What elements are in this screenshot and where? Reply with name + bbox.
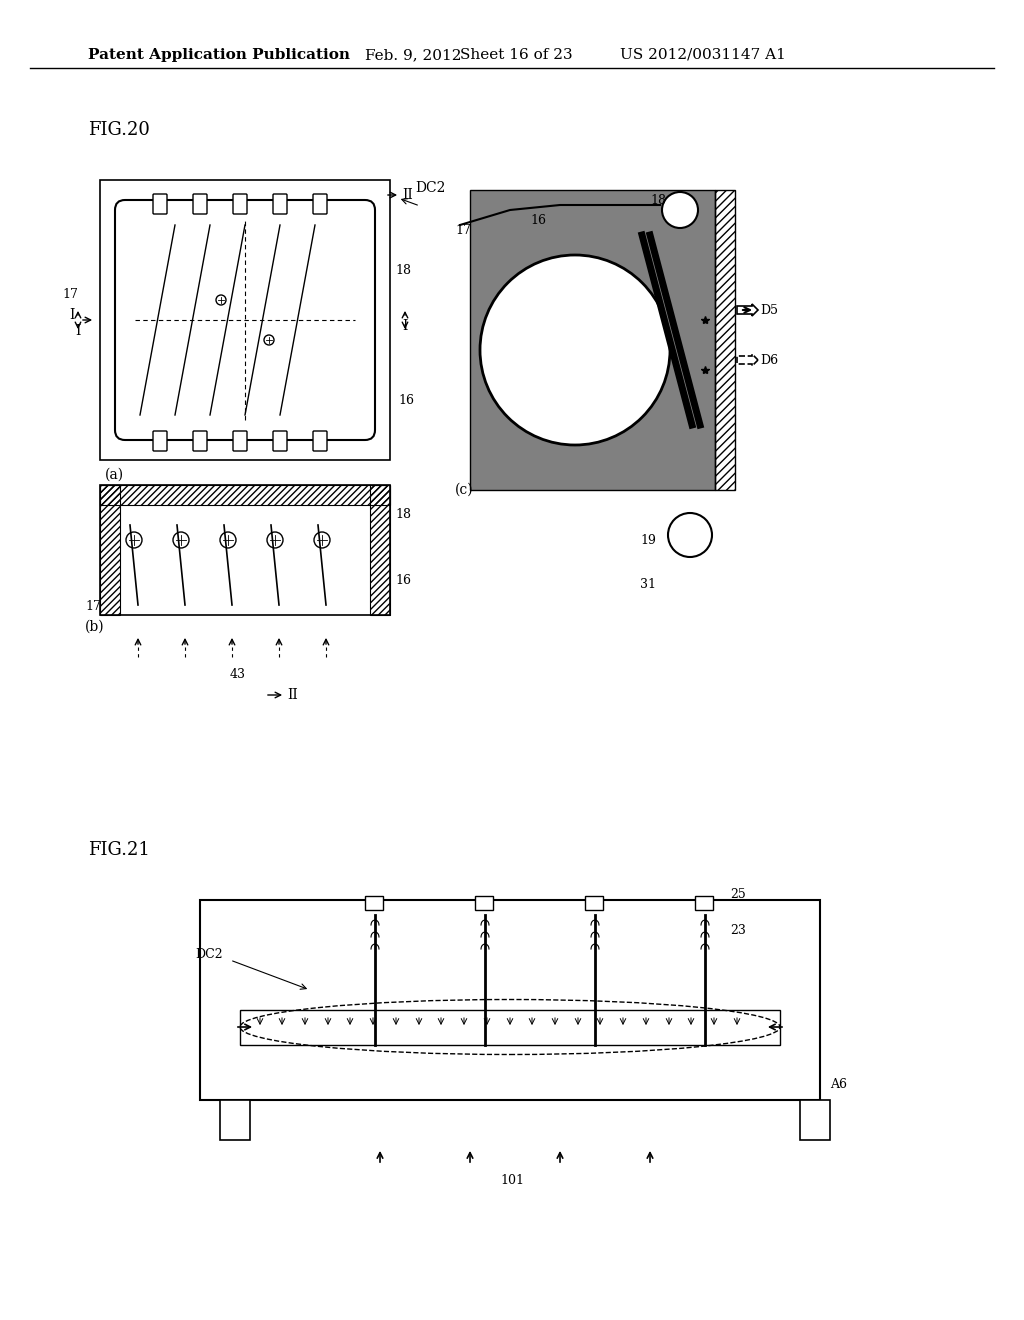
Text: I: I <box>76 323 81 338</box>
Bar <box>585 896 603 909</box>
Circle shape <box>314 532 330 548</box>
FancyBboxPatch shape <box>233 194 247 214</box>
Text: DC2: DC2 <box>195 949 222 961</box>
Bar <box>240 1010 780 1045</box>
FancyArrow shape <box>737 304 758 315</box>
Bar <box>100 484 390 615</box>
Text: DC2: DC2 <box>415 181 445 195</box>
Bar <box>220 1100 250 1140</box>
Text: 17: 17 <box>85 601 101 614</box>
Text: 101: 101 <box>500 1173 524 1187</box>
FancyBboxPatch shape <box>313 432 327 451</box>
Text: D6: D6 <box>760 354 778 367</box>
Bar <box>715 190 735 490</box>
Text: D5: D5 <box>760 304 778 317</box>
Text: (b): (b) <box>85 620 104 634</box>
Text: Patent Application Publication: Patent Application Publication <box>88 48 350 62</box>
Circle shape <box>216 294 226 305</box>
Text: Sheet 16 of 23: Sheet 16 of 23 <box>460 48 572 62</box>
Text: II: II <box>287 688 298 702</box>
Circle shape <box>480 255 670 445</box>
Bar <box>100 484 120 615</box>
Text: 18: 18 <box>395 264 411 276</box>
Text: Feb. 9, 2012: Feb. 9, 2012 <box>365 48 462 62</box>
FancyBboxPatch shape <box>273 432 287 451</box>
Text: 23: 23 <box>730 924 745 936</box>
Text: 18: 18 <box>650 194 666 206</box>
Bar <box>470 190 715 490</box>
Circle shape <box>267 532 283 548</box>
Bar <box>800 1100 830 1140</box>
Text: FIG.20: FIG.20 <box>88 121 150 139</box>
Text: 16: 16 <box>395 573 411 586</box>
FancyArrow shape <box>737 354 758 366</box>
Text: I: I <box>70 308 75 322</box>
Text: 16: 16 <box>530 214 546 227</box>
Text: II: II <box>402 187 413 202</box>
Text: 17: 17 <box>455 223 471 236</box>
Text: 19: 19 <box>640 533 656 546</box>
Circle shape <box>662 191 698 228</box>
FancyBboxPatch shape <box>193 432 207 451</box>
Text: A6: A6 <box>830 1078 847 1092</box>
Text: 43: 43 <box>230 668 246 681</box>
Text: 16: 16 <box>398 393 414 407</box>
Text: 17: 17 <box>62 289 78 301</box>
Circle shape <box>173 532 189 548</box>
FancyBboxPatch shape <box>153 194 167 214</box>
Circle shape <box>220 532 236 548</box>
Bar <box>475 896 493 909</box>
Text: I: I <box>402 319 408 333</box>
Text: 31: 31 <box>640 578 656 591</box>
Circle shape <box>264 335 274 345</box>
Text: (a): (a) <box>105 469 124 482</box>
Text: 18: 18 <box>395 508 411 521</box>
Text: 25: 25 <box>730 888 745 902</box>
FancyBboxPatch shape <box>153 432 167 451</box>
Text: (c): (c) <box>455 483 474 498</box>
Bar <box>200 900 820 1100</box>
FancyBboxPatch shape <box>273 194 287 214</box>
Circle shape <box>668 513 712 557</box>
Circle shape <box>126 532 142 548</box>
Bar <box>695 896 713 909</box>
Text: US 2012/0031147 A1: US 2012/0031147 A1 <box>620 48 785 62</box>
FancyBboxPatch shape <box>193 194 207 214</box>
FancyBboxPatch shape <box>313 194 327 214</box>
Bar <box>365 896 383 909</box>
FancyBboxPatch shape <box>233 432 247 451</box>
Bar <box>370 484 390 615</box>
Text: FIG.21: FIG.21 <box>88 841 150 859</box>
Bar <box>100 484 390 506</box>
FancyBboxPatch shape <box>115 201 375 440</box>
